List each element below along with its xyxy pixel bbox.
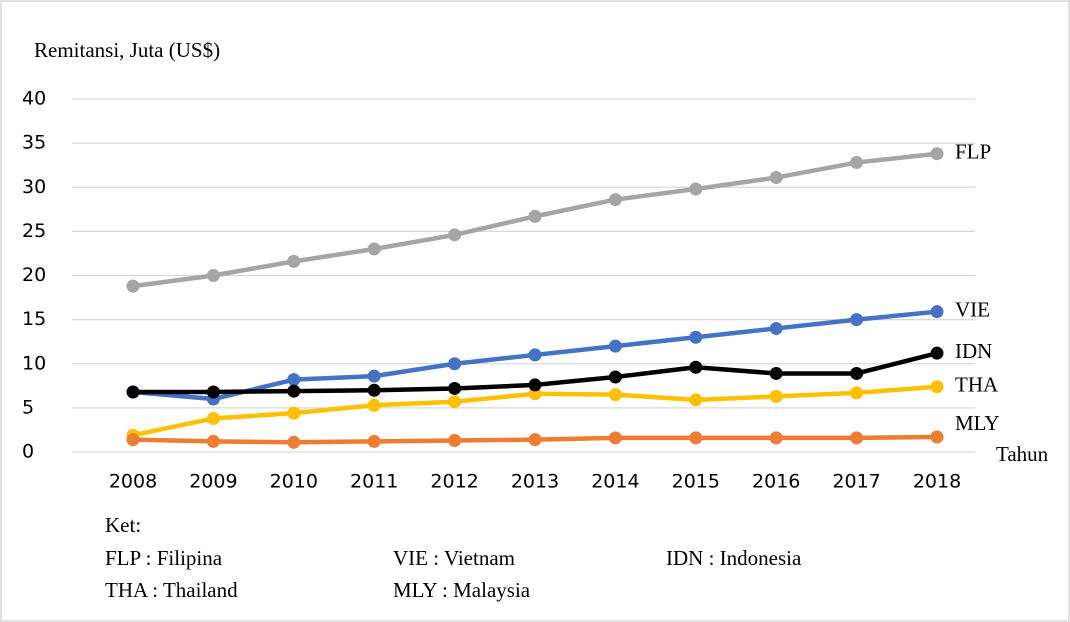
- series-point: [367, 369, 381, 383]
- series-point: [287, 373, 301, 387]
- series-point: [206, 385, 220, 399]
- series-point: [528, 348, 542, 362]
- series-point: [367, 242, 381, 256]
- series-point: [126, 385, 140, 399]
- series-point: [930, 430, 944, 444]
- x-tick-label: 2008: [109, 471, 157, 493]
- series-point: [689, 431, 703, 445]
- series-point: [206, 434, 220, 448]
- series-point: [448, 434, 462, 448]
- series-point: [448, 228, 462, 242]
- series-label: IDN: [955, 339, 992, 363]
- y-tick-label: 25: [22, 220, 46, 242]
- series-point: [689, 360, 703, 374]
- y-tick-label: 15: [22, 308, 46, 330]
- series-point: [608, 388, 622, 402]
- series-label: FLP: [955, 140, 991, 164]
- series-point: [850, 386, 864, 400]
- series-point: [287, 435, 301, 449]
- series-point: [287, 254, 301, 268]
- series-point: [528, 433, 542, 447]
- series-point: [448, 381, 462, 395]
- series-point: [850, 156, 864, 170]
- series-point: [126, 433, 140, 447]
- x-tick-label: 2009: [189, 471, 237, 493]
- series-point: [448, 357, 462, 371]
- series-point: [930, 346, 944, 360]
- series-point: [689, 393, 703, 407]
- key-entry: IDN : Indonesia: [666, 546, 802, 570]
- y-tick-label: 35: [22, 132, 46, 154]
- series-label: MLY: [955, 411, 1000, 435]
- x-tick-label: 2014: [591, 471, 639, 493]
- series-point: [850, 431, 864, 445]
- series-point: [930, 147, 944, 161]
- series-point: [608, 193, 622, 207]
- series-point: [287, 406, 301, 420]
- series-point: [769, 321, 783, 335]
- y-tick-label: 0: [22, 441, 34, 463]
- series-point: [769, 366, 783, 380]
- x-tick-label: 2010: [270, 471, 318, 493]
- series-point: [608, 431, 622, 445]
- x-tick-label: 2011: [350, 471, 398, 493]
- series-label: THA: [955, 373, 999, 397]
- key-title: Ket:: [105, 513, 141, 537]
- key-entry: VIE : Vietnam: [393, 546, 515, 570]
- x-axis-label: Tahun: [996, 442, 1049, 466]
- x-tick-label: 2012: [430, 471, 478, 493]
- series-point: [769, 389, 783, 403]
- y-tick-label: 10: [22, 352, 46, 374]
- x-tick-label: 2016: [752, 471, 800, 493]
- series-point: [769, 431, 783, 445]
- series-point: [287, 384, 301, 398]
- key-entry: FLP : Filipina: [105, 546, 223, 570]
- series-point: [367, 434, 381, 448]
- series-point: [367, 383, 381, 397]
- x-tick-label: 2017: [832, 471, 880, 493]
- series-point: [528, 209, 542, 223]
- series-point: [850, 366, 864, 380]
- x-tick-label: 2013: [511, 471, 559, 493]
- series-point: [126, 279, 140, 293]
- series-point: [608, 370, 622, 384]
- y-tick-label: 5: [22, 396, 34, 418]
- series-point: [206, 269, 220, 282]
- series-point: [206, 411, 220, 425]
- y-axis-label: Remitansi, Juta (US$): [34, 38, 220, 62]
- series-point: [850, 313, 864, 327]
- x-tick-label: 2015: [672, 471, 720, 493]
- series-label: VIE: [955, 297, 990, 321]
- y-tick-label: 40: [22, 88, 46, 110]
- x-tick-label: 2018: [913, 471, 961, 493]
- series-point: [930, 305, 944, 319]
- series-point: [769, 171, 783, 185]
- key-entry: MLY : Malaysia: [393, 578, 531, 602]
- series-point: [608, 339, 622, 353]
- y-tick-label: 20: [22, 264, 46, 286]
- series-point: [930, 380, 944, 394]
- key-entry: THA : Thailand: [105, 578, 238, 602]
- series-point: [367, 398, 381, 412]
- series-point: [689, 330, 703, 344]
- series-point: [528, 378, 542, 392]
- series-point: [448, 395, 462, 409]
- y-tick-label: 30: [22, 176, 46, 198]
- series-point: [689, 182, 703, 196]
